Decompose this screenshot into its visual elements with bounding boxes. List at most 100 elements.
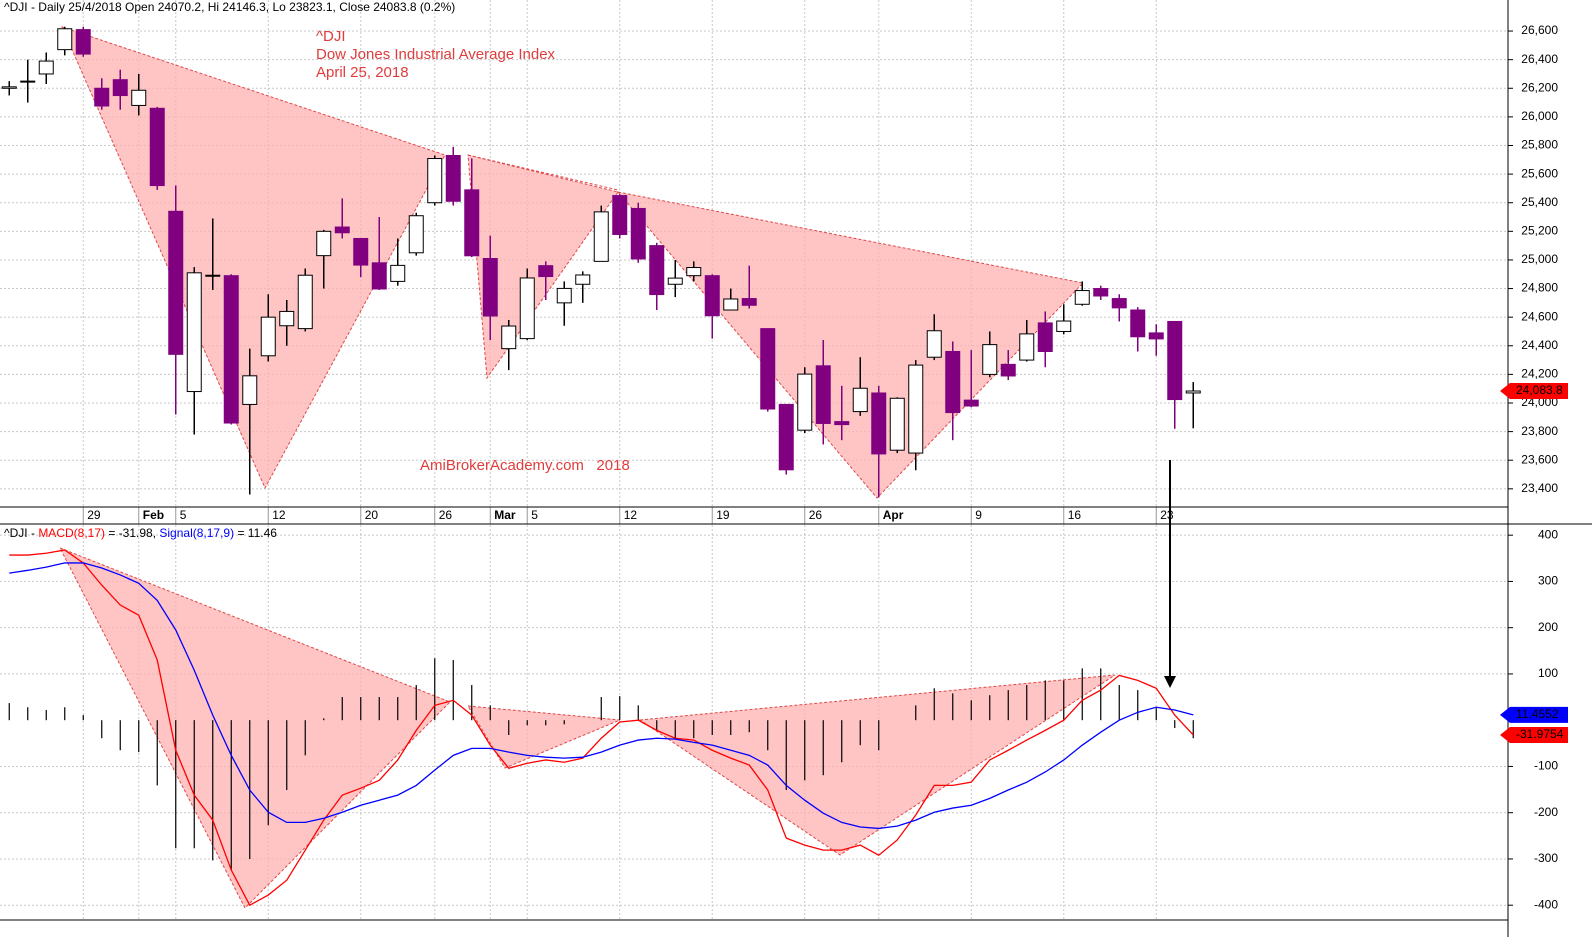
candle-body — [575, 274, 591, 285]
candle-body — [427, 158, 443, 204]
annotation: April 25, 2018 — [316, 64, 409, 81]
candle-body — [464, 189, 480, 257]
candle-body — [279, 310, 295, 327]
candle-body — [1037, 322, 1053, 352]
candle-body — [482, 258, 498, 317]
candle-body — [1130, 309, 1146, 338]
x-tick-label: 26 — [809, 508, 823, 522]
y-tick-label: -400 — [1534, 897, 1558, 911]
x-tick-label: 23 — [1160, 508, 1174, 522]
candle-body — [390, 264, 406, 282]
header-prefix: ^DJI - — [4, 526, 35, 540]
y-tick-label: 23,400 — [1521, 481, 1558, 495]
arrow-head — [1164, 676, 1176, 688]
price-header: ^DJI - Daily 25/4/2018 Open 24070.2, Hi … — [4, 0, 455, 14]
candle-body — [260, 316, 276, 357]
candle-body — [131, 89, 147, 106]
pattern-triangle — [61, 26, 446, 490]
x-tick-label: Mar — [494, 508, 516, 522]
candle-body — [445, 155, 461, 202]
candle-body — [926, 330, 942, 358]
last-value-label: 11.4552 — [1516, 707, 1559, 721]
x-tick-label: 5 — [531, 508, 538, 522]
candle-body — [889, 397, 905, 451]
last-value-label: -31.9754 — [1516, 727, 1564, 741]
macd-header: ^DJI - MACD(8,17) = -31.98, Signal(8,17,… — [4, 526, 277, 540]
candle-body — [667, 277, 683, 285]
candle-body — [1056, 320, 1072, 332]
annotation: AmiBrokerAcademy.com 2018 — [420, 457, 630, 474]
x-tick-label: 12 — [272, 508, 286, 522]
candle-body — [908, 364, 924, 454]
trend-line — [467, 154, 619, 191]
y-tick-label: 25,400 — [1521, 195, 1558, 209]
last-value-box — [1500, 383, 1568, 400]
candle-body — [297, 274, 313, 330]
x-tick-label: 5 — [180, 508, 187, 522]
candle-body — [704, 275, 720, 317]
candle-body — [963, 399, 979, 407]
candle-body — [353, 237, 369, 266]
candle-body — [1019, 333, 1035, 361]
last-value-box — [1500, 706, 1568, 723]
y-tick-label: 25,800 — [1521, 138, 1558, 152]
candle-body — [612, 195, 628, 235]
x-tick-label: 19 — [716, 508, 730, 522]
candle-body — [408, 215, 424, 254]
candle-body — [538, 265, 554, 278]
x-tick-label: Apr — [883, 508, 904, 522]
candle-body — [945, 350, 961, 414]
y-tick-label: 200 — [1538, 620, 1558, 634]
x-tick-label: Feb — [143, 508, 164, 522]
y-tick-label: 26,200 — [1521, 80, 1558, 94]
candle-body — [556, 287, 572, 304]
y-tick-label: 26,400 — [1521, 52, 1558, 66]
candle-body — [242, 375, 258, 405]
y-tick-label: 26,600 — [1521, 23, 1558, 37]
candle-body — [168, 210, 184, 355]
y-tick-label: 25,200 — [1521, 223, 1558, 237]
y-tick-label: 24,600 — [1521, 309, 1558, 323]
candle-body — [149, 107, 165, 187]
candle-body — [371, 262, 387, 290]
candle-body — [75, 29, 91, 55]
candle-body — [778, 403, 794, 471]
legend-value: = -31.98, — [108, 526, 157, 540]
candle-body — [205, 274, 221, 277]
candle-body — [223, 275, 239, 424]
pattern-triangle — [467, 705, 621, 769]
candle-body — [723, 298, 739, 311]
candle-body — [57, 28, 73, 51]
candle-body — [834, 421, 850, 426]
last-value-box — [1500, 726, 1568, 743]
y-tick-label: 25,000 — [1521, 252, 1558, 266]
candle-body — [94, 87, 110, 107]
candle-body — [186, 272, 202, 393]
y-tick-label: 24,400 — [1521, 338, 1558, 352]
candle-body — [649, 245, 665, 296]
x-tick-label: 29 — [87, 508, 101, 522]
y-tick-label: 25,600 — [1521, 166, 1558, 180]
annotation: ^DJI — [316, 28, 346, 45]
candle-body — [334, 226, 350, 234]
candle-body — [1167, 320, 1183, 401]
candle-body — [686, 267, 702, 277]
series-line — [9, 562, 1194, 830]
y-tick-label: 24,800 — [1521, 281, 1558, 295]
pattern-triangle — [638, 674, 1116, 856]
candle-body — [1074, 290, 1090, 305]
candle-body — [1, 86, 17, 89]
candle-body — [501, 325, 517, 350]
y-tick-label: -100 — [1534, 759, 1558, 773]
candle-body — [1111, 298, 1127, 309]
candle-body — [1000, 363, 1016, 377]
pattern-triangle — [616, 191, 1084, 499]
y-tick-label: 26,000 — [1521, 109, 1558, 123]
candle-body — [982, 344, 998, 375]
candle-body — [852, 387, 868, 413]
marks — [1, 26, 1201, 907]
pattern-triangle — [58, 547, 451, 909]
candle-body — [797, 373, 813, 431]
candle-body — [316, 230, 332, 257]
candle-body — [593, 211, 609, 262]
